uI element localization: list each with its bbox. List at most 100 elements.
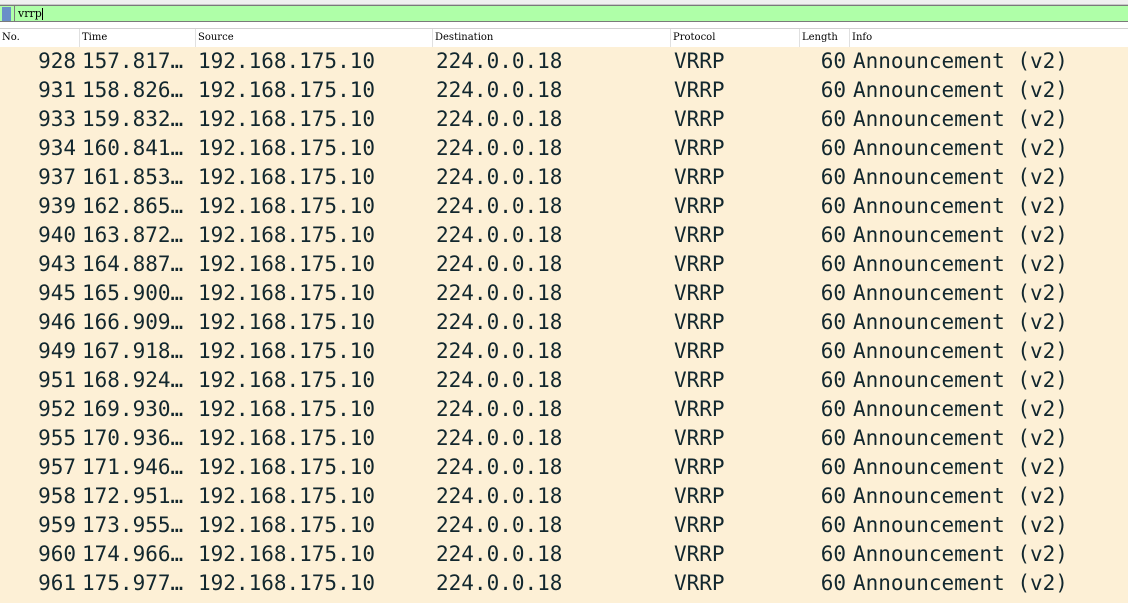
cell-src: 192.168.175.10 [198, 252, 376, 276]
cell-proto: VRRP [674, 136, 725, 160]
column-header-length[interactable]: Length [800, 29, 850, 47]
cell-info: Announcement (v2) [853, 107, 1068, 131]
packet-row[interactable]: 946 166.909… 192.168.175.10 224.0.0.18 VRRP 6… [0, 308, 1128, 337]
display-filter-input[interactable]: vrrp [18, 6, 43, 21]
cell-len: 60 [820, 368, 846, 392]
column-header-no[interactable]: No. [0, 29, 80, 47]
packet-row[interactable]: 945 165.900… 192.168.175.10 224.0.0.18 VRRP 6… [0, 279, 1128, 308]
packet-row[interactable]: 960 174.966… 192.168.175.10 224.0.0.18 VRRP 6… [0, 540, 1128, 569]
packet-row[interactable]: 952 169.930… 192.168.175.10 224.0.0.18 VRRP 6… [0, 395, 1128, 424]
cell-dst: 224.0.0.18 [436, 107, 563, 131]
cell-time: 172.951… [82, 484, 184, 508]
cell-proto: VRRP [674, 542, 725, 566]
cell-info: Announcement (v2) [853, 339, 1068, 363]
packet-row[interactable]: 934 160.841… 192.168.175.10 224.0.0.18 VRRP 6… [0, 134, 1128, 163]
cell-info: Announcement (v2) [853, 310, 1068, 334]
cell-src: 192.168.175.10 [198, 426, 376, 450]
cell-src: 192.168.175.10 [198, 484, 376, 508]
cell-src: 192.168.175.10 [198, 223, 376, 247]
packet-row[interactable]: 957 171.946… 192.168.175.10 224.0.0.18 VRRP 6… [0, 453, 1128, 482]
cell-len: 60 [820, 194, 846, 218]
cell-src: 192.168.175.10 [198, 513, 376, 537]
cell-time: 171.946… [82, 455, 184, 479]
cell-info: Announcement (v2) [853, 252, 1068, 276]
packet-row[interactable]: 940 163.872… 192.168.175.10 224.0.0.18 VRRP 6… [0, 221, 1128, 250]
cell-time: 159.832… [82, 107, 184, 131]
cell-proto: VRRP [674, 310, 725, 334]
cell-len: 60 [820, 281, 846, 305]
cell-src: 192.168.175.10 [198, 571, 376, 595]
cell-info: Announcement (v2) [853, 513, 1068, 537]
cell-no: 939 [38, 194, 76, 218]
cell-proto: VRRP [674, 397, 725, 421]
packet-row[interactable]: 959 173.955… 192.168.175.10 224.0.0.18 VRRP 6… [0, 511, 1128, 540]
text-caret [41, 8, 43, 20]
cell-info: Announcement (v2) [853, 397, 1068, 421]
packet-row[interactable]: 955 170.936… 192.168.175.10 224.0.0.18 VRRP 6… [0, 424, 1128, 453]
cell-len: 60 [820, 49, 846, 73]
column-header-source[interactable]: Source [196, 29, 433, 47]
cell-info: Announcement (v2) [853, 426, 1068, 450]
packet-row[interactable]: 961 175.977… 192.168.175.10 224.0.0.18 VRRP 6… [0, 569, 1128, 598]
cell-no: 937 [38, 165, 76, 189]
cell-info: Announcement (v2) [853, 223, 1068, 247]
column-header-time[interactable]: Time [80, 29, 196, 47]
cell-dst: 224.0.0.18 [436, 78, 563, 102]
cell-info: Announcement (v2) [853, 165, 1068, 189]
cell-info: Announcement (v2) [853, 455, 1068, 479]
cell-no: 960 [38, 542, 76, 566]
cell-time: 167.918… [82, 339, 184, 363]
cell-proto: VRRP [674, 513, 725, 537]
cell-dst: 224.0.0.18 [436, 426, 563, 450]
cell-proto: VRRP [674, 455, 725, 479]
cell-info: Announcement (v2) [853, 136, 1068, 160]
cell-src: 192.168.175.10 [198, 397, 376, 421]
cell-no: 933 [38, 107, 76, 131]
packet-row[interactable]: 949 167.918… 192.168.175.10 224.0.0.18 VRRP 6… [0, 337, 1128, 366]
column-header-destination[interactable]: Destination [433, 29, 671, 47]
cell-proto: VRRP [674, 339, 725, 363]
cell-time: 161.853… [82, 165, 184, 189]
display-filter-bar[interactable]: vrrp [0, 5, 1128, 22]
cell-time: 170.936… [82, 426, 184, 450]
cell-src: 192.168.175.10 [198, 542, 376, 566]
packet-row[interactable]: 939 162.865… 192.168.175.10 224.0.0.18 VRRP 6… [0, 192, 1128, 221]
packet-row[interactable]: 928 157.817… 192.168.175.10 224.0.0.18 VRRP 6… [0, 47, 1128, 76]
cell-no: 952 [38, 397, 76, 421]
cell-no: 945 [38, 281, 76, 305]
packet-row[interactable]: 943 164.887… 192.168.175.10 224.0.0.18 VRRP 6… [0, 250, 1128, 279]
cell-time: 174.966… [82, 542, 184, 566]
packet-row[interactable]: 933 159.832… 192.168.175.10 224.0.0.18 VRRP 6… [0, 105, 1128, 134]
cell-len: 60 [820, 513, 846, 537]
packet-row[interactable]: 958 172.951… 192.168.175.10 224.0.0.18 VRRP 6… [0, 482, 1128, 511]
cell-dst: 224.0.0.18 [436, 571, 563, 595]
cell-proto: VRRP [674, 78, 725, 102]
cell-src: 192.168.175.10 [198, 165, 376, 189]
cell-src: 192.168.175.10 [198, 49, 376, 73]
cell-no: 955 [38, 426, 76, 450]
cell-dst: 224.0.0.18 [436, 368, 563, 392]
cell-no: 931 [38, 78, 76, 102]
cell-no: 957 [38, 455, 76, 479]
cell-proto: VRRP [674, 223, 725, 247]
packet-row[interactable]: 937 161.853… 192.168.175.10 224.0.0.18 VRRP 6… [0, 163, 1128, 192]
cell-dst: 224.0.0.18 [436, 397, 563, 421]
toolbar-edge [0, 0, 1128, 5]
packet-row[interactable]: 931 158.826… 192.168.175.10 224.0.0.18 VRRP 6… [0, 76, 1128, 105]
cell-info: Announcement (v2) [853, 368, 1068, 392]
bookmark-icon[interactable] [2, 7, 11, 21]
cell-dst: 224.0.0.18 [436, 49, 563, 73]
column-header-info[interactable]: Info [852, 32, 873, 43]
cell-no: 961 [38, 571, 76, 595]
cell-len: 60 [820, 571, 846, 595]
cell-proto: VRRP [674, 252, 725, 276]
cell-time: 160.841… [82, 136, 184, 160]
packet-row[interactable]: 951 168.924… 192.168.175.10 224.0.0.18 VRRP 6… [0, 366, 1128, 395]
cell-time: 169.930… [82, 397, 184, 421]
cell-dst: 224.0.0.18 [436, 252, 563, 276]
filter-value[interactable]: vrrp [18, 7, 42, 20]
cell-time: 157.817… [82, 49, 184, 73]
cell-src: 192.168.175.10 [198, 339, 376, 363]
cell-proto: VRRP [674, 368, 725, 392]
column-header-protocol[interactable]: Protocol [671, 29, 800, 47]
